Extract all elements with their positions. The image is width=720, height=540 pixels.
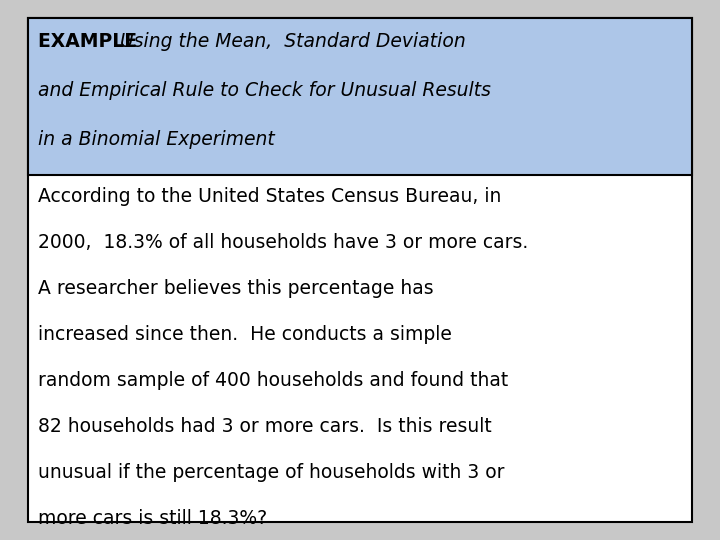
FancyBboxPatch shape [28,18,692,522]
Text: in a Binomial Experiment: in a Binomial Experiment [38,130,275,149]
Text: According to the United States Census Bureau, in: According to the United States Census Bu… [38,187,501,206]
Text: 82 households had 3 or more cars.  Is this result: 82 households had 3 or more cars. Is thi… [38,417,492,436]
Text: random sample of 400 households and found that: random sample of 400 households and foun… [38,371,508,390]
FancyBboxPatch shape [28,18,692,175]
Text: and Empirical Rule to Check for Unusual Results: and Empirical Rule to Check for Unusual … [38,81,491,100]
Text: 2000,  18.3% of all households have 3 or more cars.: 2000, 18.3% of all households have 3 or … [38,233,528,252]
Text: Using the Mean,  Standard Deviation: Using the Mean, Standard Deviation [120,32,466,51]
Text: increased since then.  He conducts a simple: increased since then. He conducts a simp… [38,325,452,344]
Text: unusual if the percentage of households with 3 or: unusual if the percentage of households … [38,463,505,482]
Text: A researcher believes this percentage has: A researcher believes this percentage ha… [38,279,433,298]
Text: EXAMPLE: EXAMPLE [38,32,150,51]
Text: more cars is still 18.3%?: more cars is still 18.3%? [38,509,267,528]
